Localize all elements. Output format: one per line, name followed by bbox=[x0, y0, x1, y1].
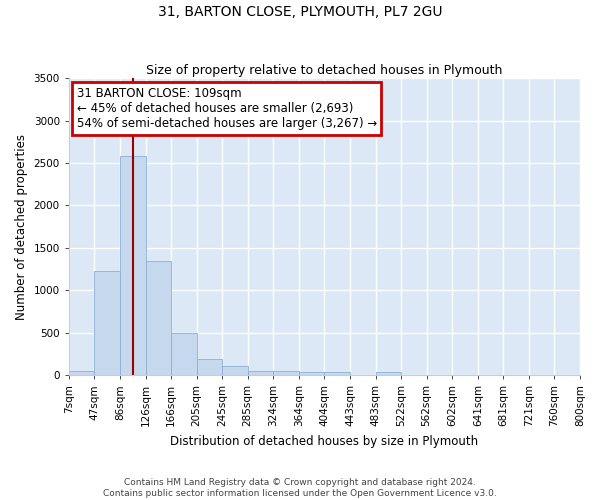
Bar bbox=[222, 366, 248, 375]
Bar bbox=[94, 270, 120, 375]
Bar bbox=[171, 332, 197, 375]
Y-axis label: Number of detached properties: Number of detached properties bbox=[15, 134, 28, 320]
Bar bbox=[69, 371, 94, 375]
Text: Contains HM Land Registry data © Crown copyright and database right 2024.
Contai: Contains HM Land Registry data © Crown c… bbox=[103, 478, 497, 498]
Bar bbox=[248, 371, 273, 375]
Bar bbox=[273, 371, 299, 375]
Bar bbox=[146, 262, 171, 375]
Text: 31 BARTON CLOSE: 109sqm
← 45% of detached houses are smaller (2,693)
54% of semi: 31 BARTON CLOSE: 109sqm ← 45% of detache… bbox=[77, 87, 377, 130]
Title: Size of property relative to detached houses in Plymouth: Size of property relative to detached ho… bbox=[146, 64, 503, 77]
Bar bbox=[376, 372, 401, 375]
Bar bbox=[197, 359, 222, 375]
Bar bbox=[120, 156, 146, 375]
Bar bbox=[299, 372, 325, 375]
X-axis label: Distribution of detached houses by size in Plymouth: Distribution of detached houses by size … bbox=[170, 434, 478, 448]
Bar bbox=[325, 372, 350, 375]
Text: 31, BARTON CLOSE, PLYMOUTH, PL7 2GU: 31, BARTON CLOSE, PLYMOUTH, PL7 2GU bbox=[158, 5, 442, 19]
